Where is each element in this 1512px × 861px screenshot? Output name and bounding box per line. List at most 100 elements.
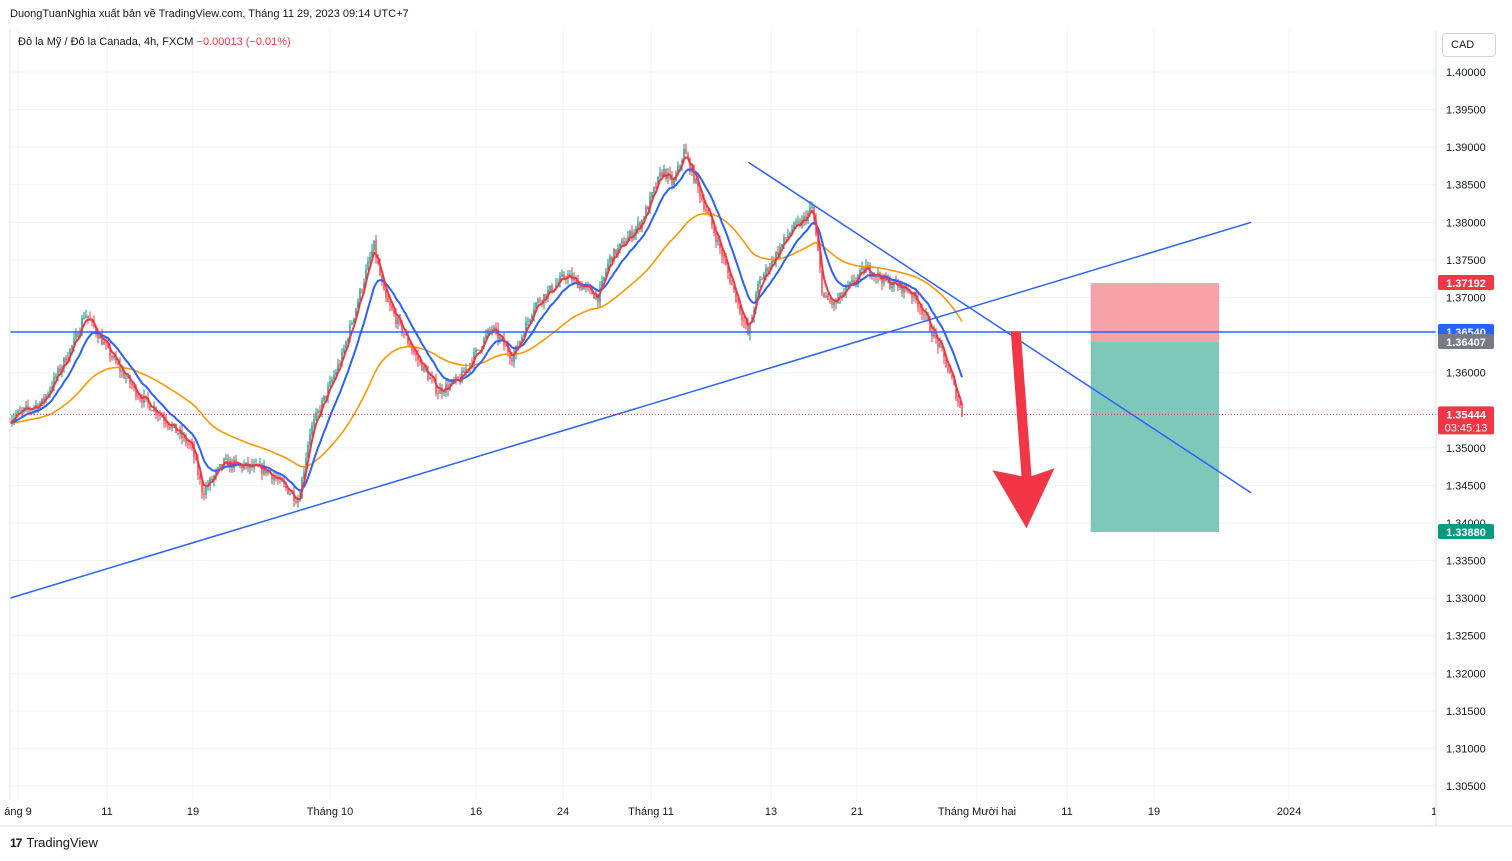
- candle-body: [347, 339, 349, 342]
- candle-body: [621, 241, 623, 244]
- candle-body: [513, 354, 515, 362]
- candle-body: [211, 478, 213, 481]
- candle-body: [429, 377, 431, 380]
- y-tick-label: 1.39000: [1446, 142, 1486, 154]
- candle-body: [85, 315, 87, 318]
- candle-body: [69, 349, 71, 359]
- candle-body: [169, 426, 171, 429]
- candle-body: [139, 397, 141, 400]
- candle-body: [695, 178, 697, 183]
- x-tick-label: 2024: [1277, 806, 1301, 818]
- candle-body: [929, 318, 931, 332]
- candle-body: [859, 269, 861, 276]
- candle-body: [743, 320, 745, 322]
- candle-body: [203, 493, 205, 496]
- candle-body: [83, 317, 85, 319]
- candle-body: [703, 200, 705, 210]
- y-tick-label: 1.38500: [1446, 180, 1486, 192]
- candle-body: [527, 321, 529, 323]
- tradingview-logo[interactable]: 17 TradingView: [10, 835, 98, 850]
- candle-body: [365, 269, 367, 283]
- candle-body: [715, 232, 717, 242]
- candle-body: [343, 348, 345, 352]
- candle-body: [499, 337, 501, 340]
- candle-body: [821, 268, 823, 293]
- candle-body: [637, 222, 639, 229]
- candle-body: [41, 398, 43, 404]
- candle-body: [819, 250, 821, 269]
- candle-body: [25, 405, 27, 408]
- publish-info: DuongTuanNghia xuất bản về TradingView.c…: [10, 8, 409, 20]
- x-tick-label: 1: [1431, 806, 1437, 818]
- candle-body: [923, 314, 925, 316]
- candle-body: [319, 410, 321, 412]
- position-zones: [1090, 283, 1220, 532]
- candle-body: [735, 289, 737, 302]
- candle-body: [113, 356, 115, 358]
- candle-body: [427, 370, 429, 380]
- candle-body: [43, 398, 45, 401]
- candle-body: [105, 341, 107, 344]
- candle-body: [409, 343, 411, 348]
- candle-body: [97, 333, 99, 339]
- x-tick-label: 13: [765, 806, 777, 818]
- candle-body: [21, 410, 23, 412]
- candle-body: [177, 432, 179, 435]
- candle-body: [759, 279, 761, 285]
- candle-body: [111, 356, 113, 358]
- candle-body: [517, 345, 519, 347]
- candle-body: [311, 425, 313, 435]
- candle-body: [127, 375, 129, 378]
- candle-body: [833, 301, 835, 306]
- stop-price-label-bg: [1438, 275, 1494, 291]
- currency-button[interactable]: CAD: [1442, 33, 1496, 57]
- symbol-name: Đô la Mỹ / Đô la Canada, 4h, FXCM: [18, 36, 194, 48]
- candle-body: [609, 256, 611, 264]
- candle-body: [595, 294, 597, 299]
- candle-body: [947, 367, 949, 372]
- symbol-legend[interactable]: Đô la Mỹ / Đô la Canada, 4h, FXCM −0.000…: [18, 36, 291, 48]
- candle-body: [951, 373, 953, 379]
- candle-body: [673, 180, 675, 185]
- candle-body: [167, 424, 169, 427]
- candle-body: [953, 378, 955, 385]
- candle-body: [643, 218, 645, 221]
- candle-body: [727, 265, 729, 273]
- candle-body: [273, 477, 275, 481]
- candle-body: [765, 267, 767, 275]
- candle-body: [653, 187, 655, 193]
- candle-body: [243, 464, 245, 469]
- candle-body: [519, 341, 521, 347]
- candle-body: [809, 207, 811, 213]
- candle-body: [793, 222, 795, 230]
- candle-body: [321, 400, 323, 412]
- candle-body: [777, 251, 779, 256]
- candle-body: [779, 247, 781, 256]
- candle-body: [337, 364, 339, 373]
- candle-body: [959, 402, 961, 407]
- take-profit-zone: [1090, 342, 1220, 532]
- candle-body: [925, 314, 927, 316]
- candle-body: [949, 371, 951, 374]
- y-tick-label: 1.40000: [1446, 67, 1486, 79]
- candle-body: [611, 256, 613, 262]
- candle-body: [153, 407, 155, 412]
- candle-body: [663, 168, 665, 176]
- candle-body: [957, 399, 959, 403]
- candle-body: [745, 321, 747, 325]
- candle-body: [123, 370, 125, 379]
- candle-body: [313, 419, 315, 426]
- candle-body: [49, 389, 51, 394]
- candle-body: [657, 176, 659, 188]
- x-tick-label: 11: [1061, 806, 1072, 818]
- candle-body: [457, 376, 459, 380]
- moving-averages: [9, 156, 963, 501]
- candle-body: [551, 285, 553, 292]
- candle-body: [423, 365, 425, 371]
- x-tick-label: áng 9: [4, 806, 32, 818]
- candle-body: [267, 470, 269, 474]
- candle-body: [197, 460, 199, 476]
- candle-body: [397, 317, 399, 325]
- candle-body: [623, 241, 625, 246]
- candle-body: [391, 305, 393, 310]
